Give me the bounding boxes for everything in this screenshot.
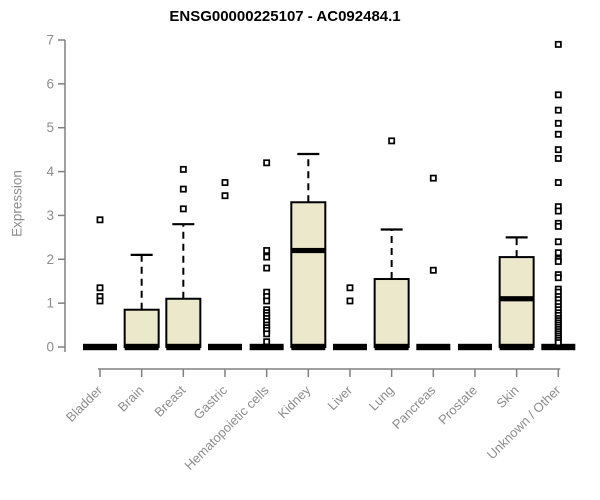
y-tick-label: 7 <box>46 33 54 48</box>
zero-bar-bladder <box>83 343 117 351</box>
zero-bar-gastric <box>207 343 242 351</box>
y-tick-label: 3 <box>46 208 54 223</box>
outlier-point-bladder <box>96 297 104 305</box>
outlier-point-hematopoietic-cells <box>263 330 271 338</box>
outlier-point-hematopoietic-cells <box>263 253 271 261</box>
x-tick-label-lung: Lung <box>366 383 397 414</box>
outlier-point-hematopoietic-cells <box>263 264 271 272</box>
zero-bar-prostate <box>457 343 492 351</box>
x-tick-label-skin: Skin <box>493 383 521 411</box>
y-tick-label: 2 <box>46 252 54 267</box>
x-tick-label-gastric: Gastric <box>190 382 230 422</box>
box-breast <box>165 297 202 348</box>
x-tick-label-liver: Liver <box>325 382 356 413</box>
x-tick-label-kidney: Kidney <box>275 382 314 421</box>
outlier-point-unknown-other <box>554 238 562 246</box>
median-kidney <box>291 247 326 254</box>
outlier-point-gastric <box>221 179 229 186</box>
y-tick-label: 6 <box>46 76 54 91</box>
zero-bar-breast <box>166 343 201 351</box>
x-tick-label-bladder: Bladder <box>63 382 106 425</box>
chart-title: ENSG00000225107 - AC092484.1 <box>169 8 401 25</box>
zero-bar-brain <box>124 343 159 351</box>
zero-bar-liver <box>332 343 367 351</box>
box-brain <box>123 308 160 349</box>
outlier-point-gastric <box>221 192 229 200</box>
outlier-point-unknown-other <box>554 179 562 186</box>
box-lung <box>373 278 410 348</box>
y-tick-label: 1 <box>46 296 54 311</box>
outlier-point-bladder <box>96 216 104 224</box>
outlier-point-breast <box>179 205 187 213</box>
y-tick-label: 5 <box>46 120 54 135</box>
outlier-point-unknown-other <box>554 106 562 114</box>
box-skin <box>498 256 535 349</box>
zero-bar-lung <box>374 343 409 351</box>
outlier-point-liver <box>346 297 354 305</box>
outlier-point-unknown-other <box>554 222 562 230</box>
outlier-point-pancreas <box>429 174 437 182</box>
outlier-point-unknown-other <box>554 40 562 48</box>
x-tick-label-brain: Brain <box>115 383 147 415</box>
outlier-point-breast <box>179 165 187 173</box>
x-tick-label-pancreas: Pancreas <box>389 382 439 432</box>
y-tick-label: 4 <box>46 164 54 179</box>
outlier-point-bladder <box>96 284 104 292</box>
outlier-point-hematopoietic-cells <box>263 159 271 167</box>
y-axis-title: Expression <box>9 170 25 237</box>
outlier-point-liver <box>346 284 354 292</box>
outlier-point-breast <box>179 185 187 193</box>
outlier-point-unknown-other <box>554 91 562 99</box>
zero-bar-hematopoietic-cells <box>249 343 284 351</box>
outlier-point-hematopoietic-cells <box>263 338 271 346</box>
zero-bar-kidney <box>291 343 326 351</box>
outlier-point-unknown-other <box>554 249 562 257</box>
outlier-point-unknown-other <box>554 207 562 215</box>
outlier-point-lung <box>388 137 396 145</box>
zero-bar-unknown-other <box>541 343 576 351</box>
outlier-point-unknown-other <box>554 339 562 347</box>
x-tick-label-prostate: Prostate <box>435 383 480 428</box>
zero-bar-skin <box>499 343 534 351</box>
x-tick-label-breast: Breast <box>151 382 188 419</box>
x-tick-label-unknown-other: Unknown / Other <box>484 382 564 462</box>
median-skin <box>499 296 534 302</box>
outlier-point-unknown-other <box>554 154 562 162</box>
outlier-point-pancreas <box>429 266 437 274</box>
outlier-point-unknown-other <box>554 258 562 265</box>
outlier-point-unknown-other <box>554 119 562 127</box>
outlier-point-hematopoietic-cells <box>263 297 271 305</box>
y-tick-label: 0 <box>46 340 54 355</box>
outlier-point-unknown-other <box>554 146 562 154</box>
zero-bar-pancreas <box>416 343 451 351</box>
box-kidney <box>290 201 327 348</box>
outlier-point-hematopoietic-cells <box>263 247 271 254</box>
outlier-point-unknown-other <box>554 130 562 138</box>
outlier-point-unknown-other <box>554 274 562 282</box>
